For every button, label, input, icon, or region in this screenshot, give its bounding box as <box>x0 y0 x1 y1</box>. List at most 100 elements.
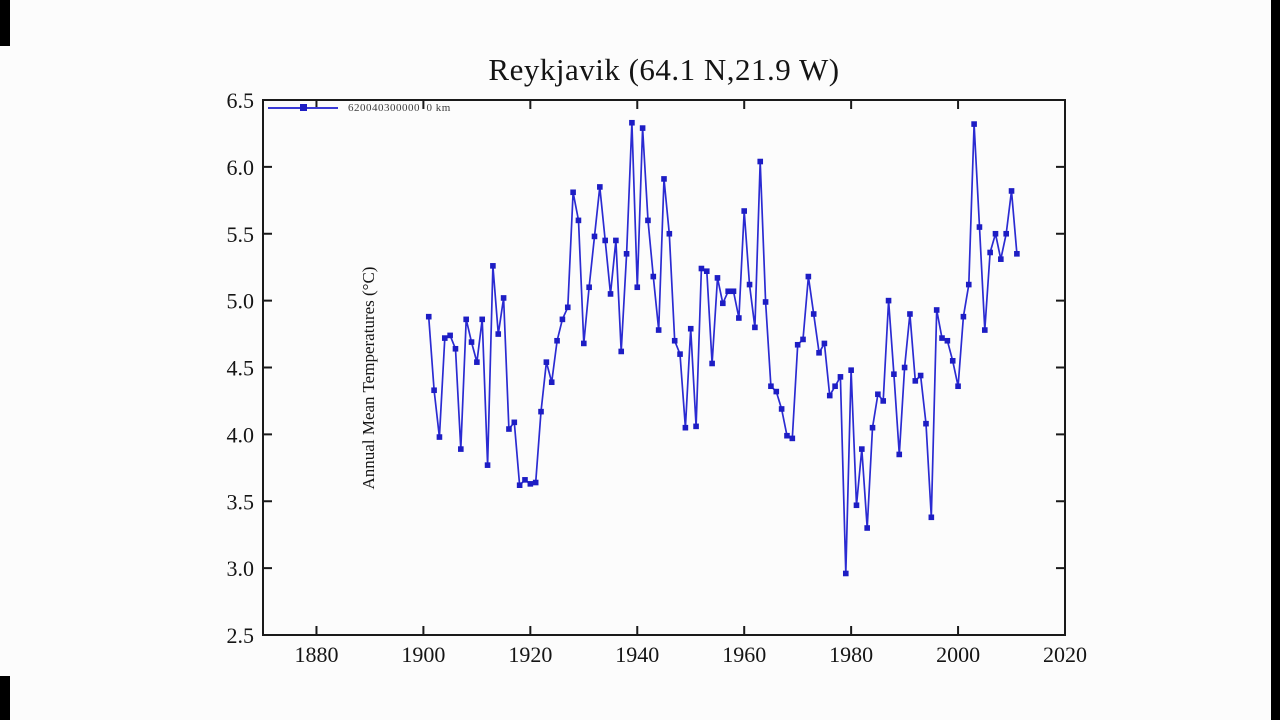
data-point <box>441 335 448 341</box>
data-point <box>944 337 951 344</box>
y-tick-label: 5.0 <box>227 289 255 314</box>
data-point <box>570 189 576 196</box>
x-tick-label: 2020 <box>1043 642 1087 667</box>
y-tick-label: 6.0 <box>227 155 255 180</box>
data-point <box>709 360 715 367</box>
data-point <box>586 284 592 291</box>
y-tick-label: 4.5 <box>227 356 255 381</box>
data-point <box>495 331 502 337</box>
data-point <box>917 372 924 379</box>
data-point <box>859 446 865 452</box>
data-point <box>960 313 967 320</box>
data-point <box>971 121 977 127</box>
data-point <box>896 451 903 458</box>
data-point <box>671 337 678 344</box>
data-point <box>928 514 935 521</box>
data-point <box>752 324 758 331</box>
data-point <box>532 479 539 486</box>
data-point <box>805 273 812 280</box>
data-point <box>484 462 491 468</box>
x-tick-label: 1920 <box>508 642 552 667</box>
data-point <box>912 378 919 384</box>
x-tick-label: 1960 <box>722 642 766 667</box>
data-point <box>645 217 651 224</box>
data-point <box>826 392 833 399</box>
data-point <box>527 481 534 487</box>
data-point <box>725 288 731 295</box>
data-point <box>901 364 908 371</box>
data-point <box>757 158 764 165</box>
data-point <box>522 477 528 483</box>
data-point <box>720 300 726 307</box>
data-point <box>875 391 881 398</box>
data-point <box>880 398 887 404</box>
x-tick-label: 1900 <box>401 642 445 667</box>
x-tick-label: 1940 <box>615 642 659 667</box>
x-tick-label: 1880 <box>294 642 338 667</box>
data-point <box>848 367 854 373</box>
legend-line-sample <box>268 104 338 111</box>
data-point <box>773 388 780 395</box>
data-point <box>431 387 437 394</box>
data-point <box>490 263 496 269</box>
data-point <box>955 383 961 390</box>
data-point <box>821 340 828 347</box>
data-point <box>982 327 988 333</box>
data-point <box>768 383 774 390</box>
data-point <box>682 424 689 431</box>
data-point <box>479 316 486 323</box>
data-point <box>458 446 464 452</box>
data-point <box>741 208 747 214</box>
data-point <box>548 379 555 386</box>
data-point <box>976 224 983 230</box>
data-point <box>810 311 817 317</box>
data-point <box>730 288 737 295</box>
legend-station-label: 620040300000 0 km <box>348 102 451 114</box>
data-point <box>506 426 512 432</box>
legend: 620040300000 0 km <box>268 100 451 116</box>
data-point <box>677 351 683 357</box>
data-series-line <box>427 121 1018 575</box>
data-point <box>1008 188 1015 194</box>
data-point <box>965 281 972 288</box>
data-point <box>613 237 619 244</box>
data-point <box>837 374 844 380</box>
legend-marker-icon <box>300 104 307 111</box>
data-point <box>746 281 753 288</box>
data-point <box>639 125 646 131</box>
data-point <box>784 432 790 439</box>
data-point <box>666 230 673 237</box>
data-point <box>591 233 598 240</box>
data-point <box>436 434 443 440</box>
data-point <box>602 237 608 244</box>
data-point <box>543 359 550 365</box>
data-point <box>816 349 822 356</box>
data-point <box>864 525 870 531</box>
data-point <box>511 419 518 426</box>
data-point <box>736 315 742 321</box>
data-point <box>987 249 993 256</box>
data-point <box>581 340 587 347</box>
data-point <box>463 316 469 323</box>
letterbox-right <box>1271 0 1280 720</box>
data-point <box>992 230 999 237</box>
data-point <box>1014 251 1020 257</box>
data-point <box>500 295 507 301</box>
data-point <box>923 420 929 427</box>
data-point <box>703 268 710 274</box>
y-tick-label: 5.5 <box>227 222 255 247</box>
data-point <box>933 307 940 313</box>
data-point <box>564 304 571 311</box>
data-point <box>698 265 705 272</box>
data-point <box>800 336 806 343</box>
data-point <box>655 327 662 333</box>
data-point <box>661 176 667 182</box>
data-point <box>714 275 721 281</box>
x-tick-label: 1980 <box>829 642 873 667</box>
data-point <box>885 297 892 304</box>
data-point <box>575 217 582 224</box>
x-tick-label: 2000 <box>936 642 980 667</box>
data-point <box>554 337 560 344</box>
data-point <box>794 341 801 348</box>
letterbox-top-left <box>0 0 10 46</box>
